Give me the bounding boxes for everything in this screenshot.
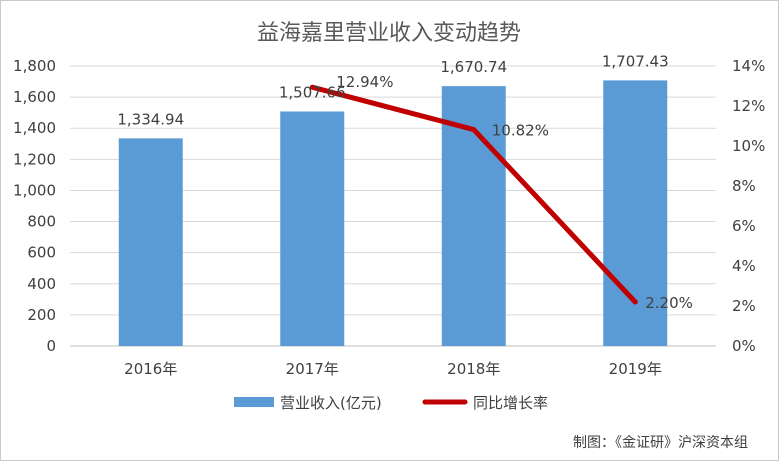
revenue-bar — [280, 111, 345, 346]
x-tick-label: 2017年 — [286, 360, 339, 378]
revenue-bar-label: 1,670.74 — [440, 58, 507, 76]
left-tick-label: 1,400 — [13, 119, 56, 137]
left-tick-label: 400 — [27, 275, 56, 293]
revenue-bar-label: 1,507.66 — [279, 83, 346, 101]
growth-rate-label: 10.82% — [492, 122, 549, 140]
legend-bar-label: 营业收入(亿元) — [280, 394, 382, 412]
x-axis: 2016年 2017年 2018年 2019年 — [124, 360, 662, 378]
bar-series — [118, 80, 668, 346]
right-tick-label: 2% — [732, 297, 756, 315]
left-tick-label: 0 — [46, 337, 56, 355]
x-tick-label: 2019年 — [609, 360, 662, 378]
left-tick-label: 1,600 — [13, 88, 56, 106]
right-tick-label: 12% — [732, 97, 765, 115]
credit-text: 制图：《金证研》沪深资本组 — [573, 435, 748, 451]
right-tick-label: 14% — [732, 57, 765, 75]
legend-line-label: 同比增长率 — [473, 394, 548, 412]
right-tick-label: 10% — [732, 137, 765, 155]
revenue-bar-label: 1,707.43 — [602, 52, 669, 70]
legend: 营业收入(亿元) 同比增长率 — [234, 394, 548, 412]
right-tick-label: 6% — [732, 217, 756, 235]
right-tick-label: 0% — [732, 337, 756, 355]
left-tick-label: 1,000 — [13, 181, 56, 199]
right-tick-label: 4% — [732, 257, 756, 275]
left-tick-label: 1,800 — [13, 57, 56, 75]
legend-bar-swatch — [234, 397, 274, 407]
chart-title: 益海嘉里营业收入变动趋势 — [257, 21, 521, 46]
left-y-axis: 0 200 400 600 800 1,000 1,200 1,400 1,600 1,800 — [13, 57, 56, 355]
left-tick-label: 800 — [27, 213, 56, 231]
revenue-bar — [118, 138, 183, 346]
growth-rate-line — [309, 84, 638, 305]
right-tick-label: 8% — [732, 177, 756, 195]
x-tick-label: 2018年 — [447, 360, 500, 378]
left-tick-label: 200 — [27, 306, 56, 324]
growth-rate-label: 12.94% — [336, 73, 393, 91]
line-series — [309, 84, 638, 305]
left-tick-label: 1,200 — [13, 150, 56, 168]
revenue-bar-label: 1,334.94 — [117, 110, 184, 128]
right-y-axis: 0% 2% 4% 6% 8% 10% 12% 14% — [732, 57, 765, 355]
data-labels: 1,334.94 1,507.66 1,670.74 1,707.43 12.94% 10… — [117, 52, 693, 312]
growth-rate-label: 2.20% — [645, 294, 693, 312]
left-tick-label: 600 — [27, 244, 56, 262]
x-tick-label: 2016年 — [124, 360, 177, 378]
